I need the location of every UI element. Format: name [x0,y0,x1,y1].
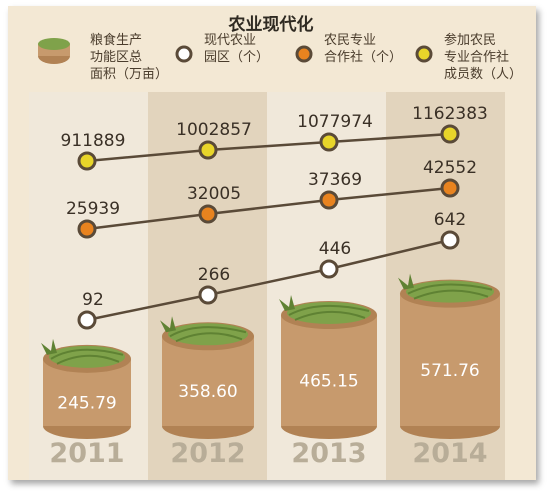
grass-row [169,326,247,338]
legend-label-3-1: 专业合作社 [444,49,509,65]
point-label-2-2012: 32005 [187,184,241,204]
point-1-2014 [440,230,460,250]
point-label-2-2011: 25939 [66,199,120,219]
area-value-label: 358.60 [178,382,237,402]
basket-body [281,314,377,426]
area-bar-2011: 245.79 [41,338,131,439]
chart-title: 农业现代化 [228,14,314,35]
legend-label-0-1: 功能区总 [90,50,142,65]
legend-label-2-1: 合作社（个） [324,49,402,65]
grass-row [407,283,493,295]
series-line-1 [86,238,451,322]
point-label-2-2013: 37369 [308,170,362,190]
grass-row [288,304,370,316]
basket-body [162,336,254,426]
grass-row [50,348,124,360]
legend-label-1-0: 现代农业 [204,33,256,48]
year-label-2013: 2013 [291,438,366,469]
point-3-2013 [319,132,339,152]
series-lines: 911889 1002857 1077974 1162383 25939 32005 373… [61,104,488,330]
year-label-2012: 2012 [170,438,245,469]
legend-label-1-1: 园区（个） [204,50,269,65]
point-1-2012 [198,285,218,305]
point-2-2012 [198,204,218,224]
area-bar-2012: 358.60 [160,316,254,439]
legend-label-0-2: 面积（万亩） [90,66,168,82]
sprout-icon [279,294,295,311]
point-label-3-2014: 1162383 [412,104,488,124]
point-1-2011 [77,310,97,330]
point-label-3-2013: 1077974 [297,112,373,132]
year-label-2014: 2014 [412,438,487,469]
grass-row [413,289,489,300]
legend-item-area [38,38,70,64]
area-value-label: 465.15 [299,371,358,391]
point-label-2-2014: 42552 [423,158,477,178]
area-bar-2013: 465.15 [279,294,377,439]
area-value-label: 571.76 [420,361,479,381]
point-label-1-2013: 446 [319,239,351,259]
point-3-2011 [77,151,97,171]
point-3-2012 [198,140,218,160]
point-3-2014 [440,124,460,144]
legend-label-2-0: 农民专业 [324,33,376,48]
point-label-3-2011: 911889 [61,131,126,151]
legend-label-3-0: 参加农民 [444,32,496,48]
basket-body [400,293,500,426]
legend-marker-2 [295,45,313,63]
legend-marker-1 [175,45,193,63]
point-1-2013 [319,259,339,279]
grass-row [294,310,366,321]
legend-marker-3 [415,45,433,63]
sprout-icon [41,338,57,355]
point-label-1-2011: 92 [82,290,104,310]
point-label-1-2014: 642 [434,210,466,230]
area-bars: 245.79 358.60 465.15 571.76 [41,273,500,439]
series-line-2 [86,186,451,231]
point-label-1-2012: 266 [198,265,230,285]
point-label-3-2012: 1002857 [176,120,252,140]
area-bar-2014: 571.76 [398,273,500,439]
year-label-2011: 2011 [49,438,124,469]
sprout-icon [160,316,176,333]
legend-label-3-2: 成员数（人） [444,67,522,82]
series-line-3 [86,132,451,163]
point-2-2011 [77,219,97,239]
year-axis: 2011 2012 2013 2014 [49,438,487,469]
area-value-label: 245.79 [57,393,116,413]
point-2-2014 [440,178,460,198]
point-2-2013 [319,190,339,210]
sprout-icon [398,273,414,290]
grass-row [175,332,243,343]
legend-label-0-0: 粮食生产 [90,32,142,48]
legend-grass-icon [38,38,70,50]
grass-row [56,354,120,365]
